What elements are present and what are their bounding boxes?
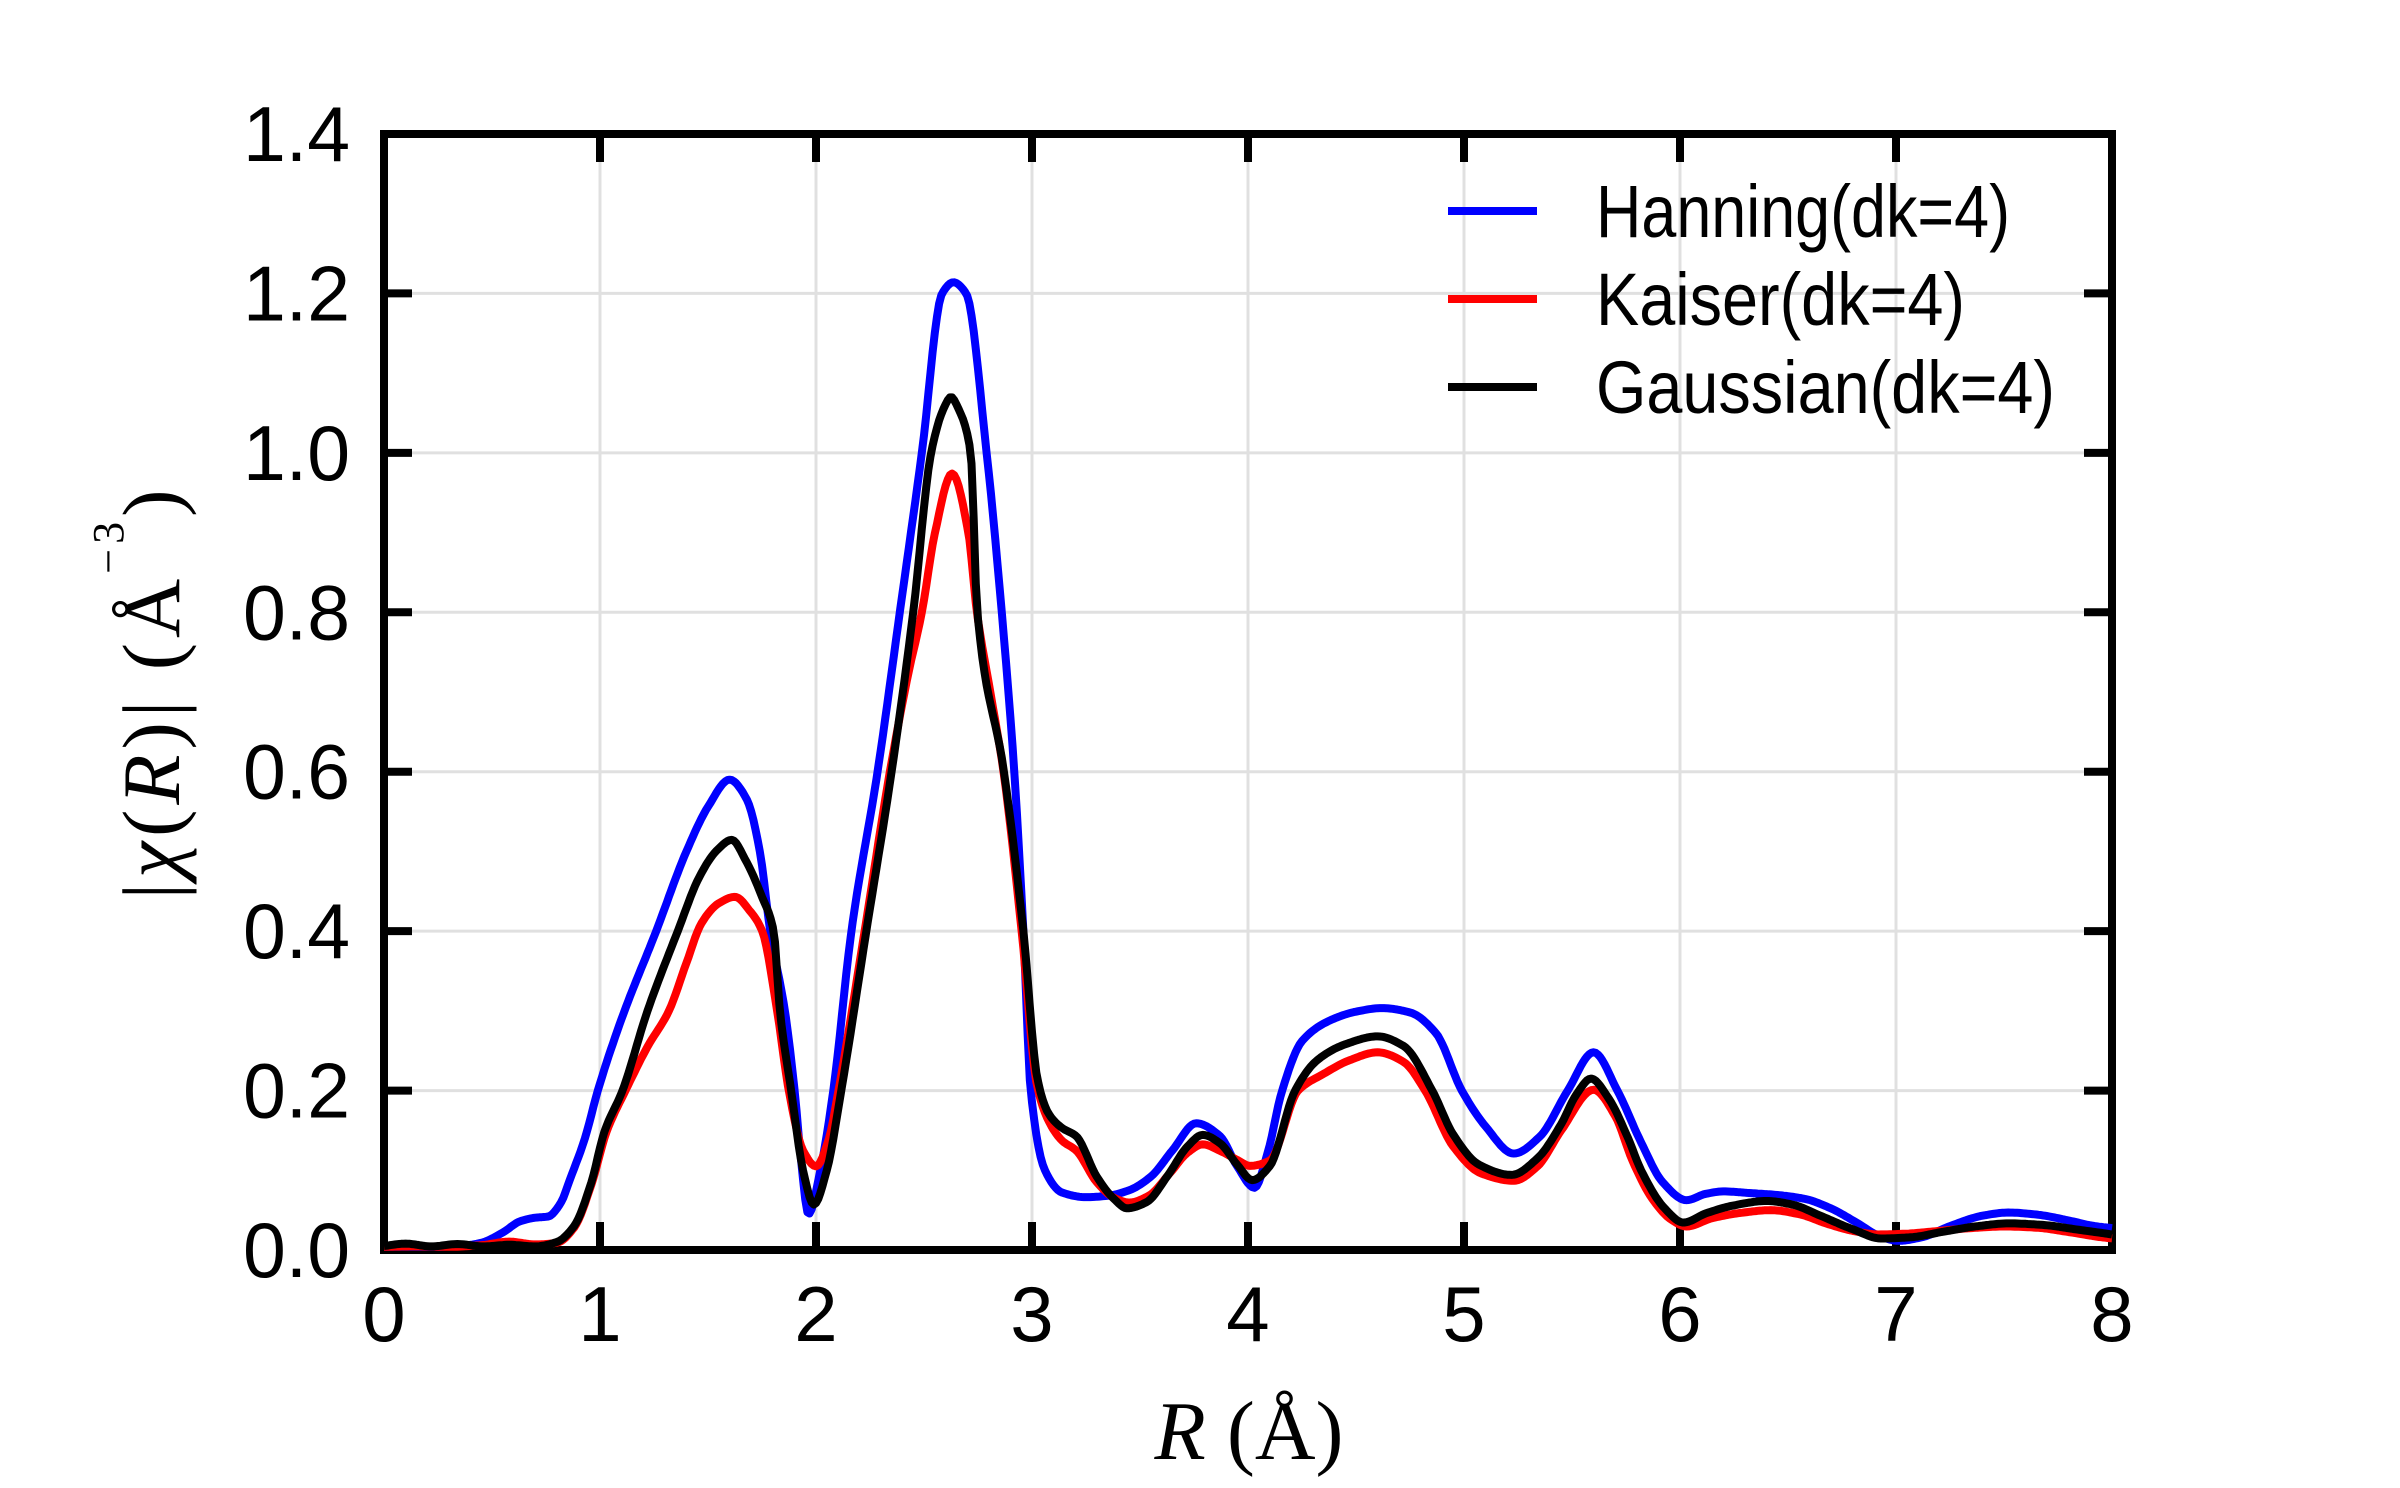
svg-text:Gaussian(dk=4): Gaussian(dk=4) bbox=[1596, 346, 2055, 429]
svg-text:5: 5 bbox=[1442, 1270, 1485, 1358]
svg-text:Hanning(dk=4): Hanning(dk=4) bbox=[1596, 170, 2010, 253]
svg-text:7: 7 bbox=[1874, 1270, 1917, 1358]
svg-text:1.2: 1.2 bbox=[243, 249, 350, 337]
svg-text:4: 4 bbox=[1226, 1270, 1269, 1358]
svg-text:1.0: 1.0 bbox=[243, 409, 350, 497]
svg-text:1.4: 1.4 bbox=[243, 90, 350, 178]
svg-text:8: 8 bbox=[2090, 1270, 2133, 1358]
svg-text:R (Å): R (Å) bbox=[1154, 1385, 1344, 1478]
svg-text:2: 2 bbox=[794, 1270, 837, 1358]
svg-text:0.2: 0.2 bbox=[243, 1047, 350, 1135]
svg-text:0.6: 0.6 bbox=[243, 728, 350, 816]
svg-text:Kaiser(dk=4): Kaiser(dk=4) bbox=[1596, 258, 1965, 341]
svg-text:0.0: 0.0 bbox=[243, 1206, 350, 1294]
svg-text:0.8: 0.8 bbox=[243, 568, 350, 656]
svg-text:3: 3 bbox=[1010, 1270, 1053, 1358]
svg-text:6: 6 bbox=[1658, 1270, 1701, 1358]
svg-text:0: 0 bbox=[362, 1270, 405, 1358]
svg-text:1: 1 bbox=[578, 1270, 621, 1358]
svg-text:0.4: 0.4 bbox=[243, 887, 350, 975]
